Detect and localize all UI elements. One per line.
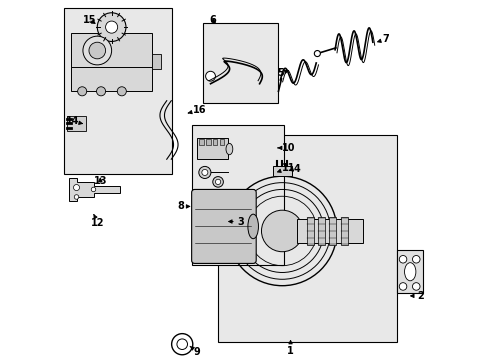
Bar [218, 135, 397, 342]
Text: 15: 15 [83, 15, 96, 25]
Bar [297, 219, 363, 243]
Text: 6: 6 [208, 15, 215, 25]
Bar [71, 33, 152, 69]
Circle shape [412, 256, 419, 263]
Circle shape [97, 13, 126, 41]
Bar [329, 217, 336, 245]
Circle shape [171, 334, 192, 355]
Circle shape [237, 195, 246, 204]
Text: 14: 14 [66, 117, 82, 126]
Circle shape [78, 87, 86, 96]
Bar [191, 125, 284, 265]
Text: 13: 13 [93, 176, 107, 186]
Bar [397, 250, 422, 293]
Circle shape [237, 248, 246, 257]
Circle shape [212, 177, 223, 187]
Bar [64, 8, 171, 174]
Circle shape [117, 87, 126, 96]
Circle shape [177, 339, 187, 350]
Polygon shape [69, 178, 120, 201]
Text: 7: 7 [377, 34, 388, 44]
Circle shape [89, 42, 105, 59]
Bar [212, 139, 217, 145]
Circle shape [205, 71, 215, 81]
Bar [203, 23, 278, 103]
Circle shape [202, 198, 206, 202]
Text: 16: 16 [188, 105, 205, 115]
Text: 8: 8 [177, 202, 189, 211]
Text: 9: 9 [190, 346, 200, 357]
Circle shape [412, 283, 419, 290]
Bar [197, 139, 227, 159]
Circle shape [91, 187, 96, 192]
Bar [340, 217, 347, 245]
Circle shape [73, 185, 80, 190]
Circle shape [314, 50, 320, 57]
Circle shape [215, 179, 220, 185]
Circle shape [239, 251, 244, 255]
Bar [219, 139, 224, 145]
Ellipse shape [404, 263, 415, 281]
Text: 10: 10 [278, 143, 295, 153]
Circle shape [199, 166, 210, 179]
Bar [67, 116, 86, 131]
Circle shape [239, 198, 244, 202]
Text: 5: 5 [276, 68, 287, 78]
Bar [199, 139, 203, 145]
Circle shape [199, 195, 208, 204]
Circle shape [74, 195, 79, 199]
Circle shape [199, 248, 208, 257]
Circle shape [96, 87, 105, 96]
Bar [272, 166, 292, 176]
FancyBboxPatch shape [191, 189, 256, 264]
Bar [205, 139, 210, 145]
Text: 12: 12 [91, 215, 104, 228]
Bar [71, 67, 152, 91]
Bar [152, 54, 161, 69]
Text: 11: 11 [277, 163, 295, 173]
Circle shape [202, 251, 206, 255]
Circle shape [399, 283, 406, 290]
Text: 4: 4 [288, 164, 299, 174]
Bar [318, 217, 324, 245]
Bar [224, 214, 235, 229]
Text: 1: 1 [286, 341, 293, 356]
Bar [306, 217, 313, 245]
Text: 3: 3 [228, 216, 244, 226]
Text: 2: 2 [410, 291, 423, 301]
Circle shape [261, 210, 303, 252]
Circle shape [105, 21, 118, 33]
Circle shape [83, 36, 111, 65]
Ellipse shape [225, 143, 232, 155]
Circle shape [399, 256, 406, 263]
Ellipse shape [247, 214, 258, 239]
Circle shape [202, 170, 207, 175]
